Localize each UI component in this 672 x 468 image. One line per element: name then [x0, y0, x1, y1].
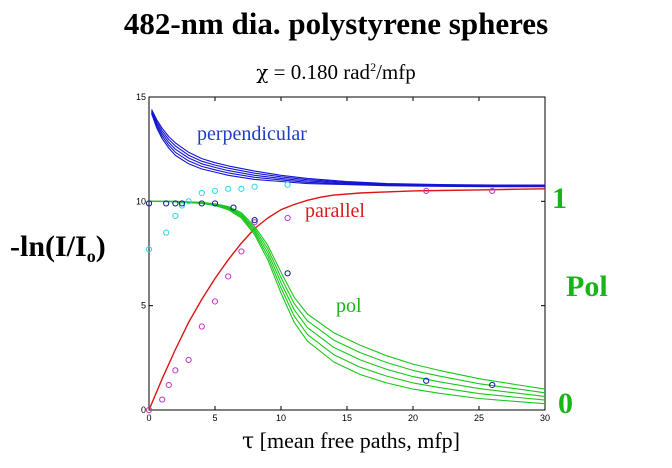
right-axis-label: Pol [566, 270, 608, 303]
pol-point [178, 200, 186, 207]
pol-point [251, 217, 258, 224]
parallel-point [238, 248, 245, 255]
perpendicular-point [172, 212, 179, 220]
subtitle-exponent: 2 [370, 60, 377, 74]
parallel-point [159, 396, 166, 403]
perpendicular-point [251, 183, 258, 190]
x-tick-label: 10 [276, 413, 286, 423]
chi-symbol: χ [256, 60, 269, 84]
right-axis-tick-bottom: 0 [558, 387, 573, 420]
x-axis-label: τ [mean free paths, mfp] [0, 428, 672, 454]
perpendicular-curve [151, 109, 545, 186]
parallel-point [198, 323, 205, 330]
pol-point [172, 200, 179, 207]
tau-symbol: τ [241, 429, 255, 454]
par_tail-point [423, 187, 430, 194]
subtitle-unit: /mfp [376, 60, 416, 84]
right-axis-tick-top: 1 [552, 182, 567, 215]
pol-point [211, 200, 219, 207]
y-axis-label-close: ) [95, 230, 106, 263]
pol-point [230, 204, 237, 211]
pol-point [284, 270, 291, 277]
parallel-point [225, 273, 232, 280]
par_tail-point [284, 214, 291, 222]
pol-point [145, 200, 153, 207]
annotation-perpendicular: perpendicular [197, 123, 307, 145]
perpendicular-point [238, 185, 245, 192]
x-tick-label: 15 [342, 413, 352, 423]
annotation-parallel: parallel [305, 200, 365, 222]
perpendicular-point [225, 185, 232, 192]
x-axis-label-text: [mean free paths, mfp] [259, 428, 461, 453]
parallel-point [145, 406, 153, 414]
y-tick-label: 0 [141, 405, 146, 415]
y-tick-label: 15 [136, 92, 146, 102]
pol-point [163, 200, 170, 207]
x-tick-label: 0 [146, 413, 151, 423]
pol-point [423, 377, 430, 384]
chart-subtitle: χ = 0.180 rad2/mfp [0, 60, 672, 85]
y-tick-label: 5 [141, 301, 146, 311]
parallel-curve [148, 188, 546, 411]
y-axis-label: -ln(I/Io) [10, 230, 106, 267]
pol-curve [149, 200, 546, 390]
parallel-point [172, 367, 179, 374]
parallel-point [251, 219, 258, 226]
parallel-point [211, 298, 219, 305]
annotation-pol: pol [336, 295, 362, 317]
perpendicular-curve [151, 110, 545, 187]
subtitle-value: = 0.180 rad [273, 60, 371, 84]
y-axis-label-subscript: o [86, 246, 96, 266]
x-tick-label: 25 [474, 413, 484, 423]
pol-point [489, 381, 496, 389]
perpendicular-point [185, 198, 192, 205]
chart-title: 482-nm dia. polystyrene spheres [123, 6, 549, 41]
perpendicular-point [163, 229, 170, 236]
y-tick-label: 10 [136, 196, 146, 206]
parallel-point [185, 356, 192, 364]
x-tick-label: 20 [408, 413, 418, 423]
perpendicular-point [145, 246, 153, 253]
perpendicular-point [198, 189, 205, 197]
par_tail-point [489, 187, 496, 194]
y-axis-label-main: -ln(I/I [10, 230, 87, 263]
perpendicular-point [284, 181, 291, 188]
perpendicular-point [178, 202, 186, 209]
parallel-point [165, 381, 172, 389]
perpendicular-point [211, 187, 219, 194]
pol-point [198, 200, 205, 207]
x-tick-label: 30 [540, 413, 550, 423]
x-tick-label: 5 [212, 413, 217, 423]
